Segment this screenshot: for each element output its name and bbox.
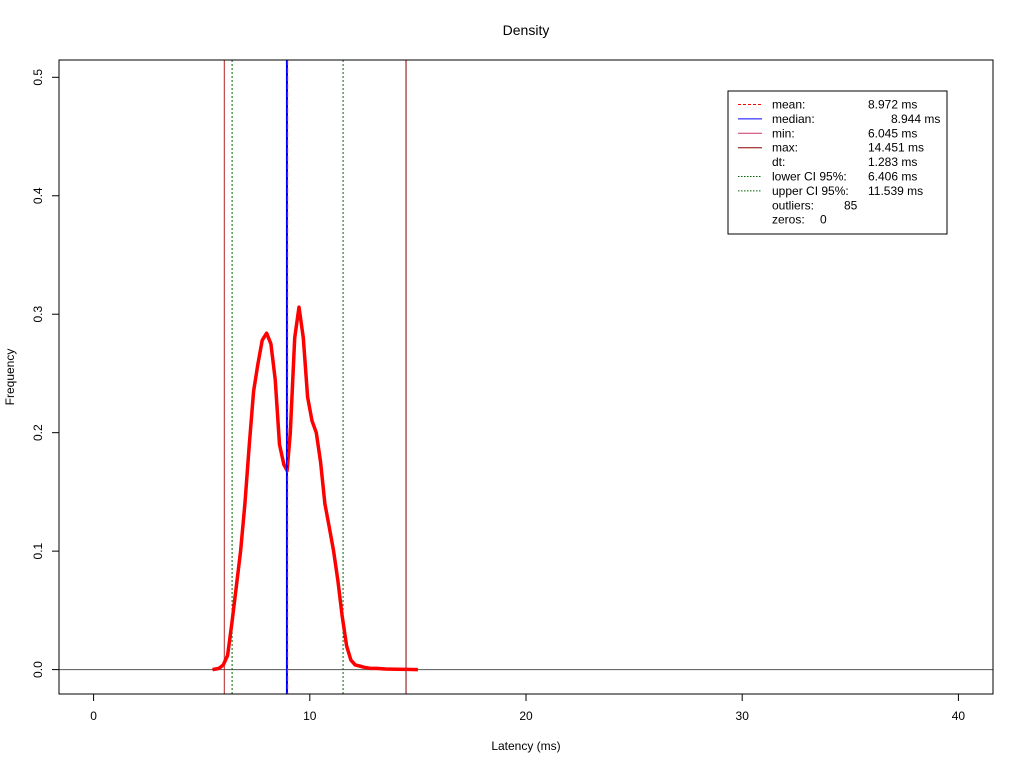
legend-label: max: bbox=[772, 141, 798, 155]
chart-title: Density bbox=[503, 22, 550, 38]
y-tick-label: 0.2 bbox=[31, 424, 45, 441]
legend-label: upper CI 95%: bbox=[772, 184, 849, 198]
legend-label: lower CI 95%: bbox=[772, 170, 847, 184]
legend-value: 1.283 ms bbox=[868, 155, 917, 169]
x-tick-label: 0 bbox=[90, 709, 97, 723]
x-axis-label: Latency (ms) bbox=[491, 739, 560, 753]
legend: mean: 8.972 ms median: 8.944 ms min: 6.045 ms… bbox=[727, 90, 948, 235]
x-tick-label: 20 bbox=[519, 709, 533, 723]
y-tick-label: 0.0 bbox=[31, 661, 45, 678]
legend-label: median: bbox=[772, 112, 815, 126]
y-tick-label: 0.1 bbox=[31, 542, 45, 559]
density-curve bbox=[212, 305, 418, 672]
x-tick-label: 10 bbox=[303, 709, 317, 723]
legend-value: 85 bbox=[844, 198, 858, 212]
x-tick-label: 40 bbox=[952, 709, 966, 723]
legend-box bbox=[727, 90, 948, 235]
legend-value: 6.045 ms bbox=[868, 126, 917, 140]
plot-area bbox=[59, 60, 993, 694]
legend-label: dt: bbox=[772, 155, 785, 169]
legend-label: mean: bbox=[772, 98, 805, 112]
legend-value: 6.406 ms bbox=[868, 170, 917, 184]
y-axis-label: Frequency bbox=[3, 349, 17, 406]
legend-value: 11.539 ms bbox=[868, 184, 923, 198]
legend-value: 0 bbox=[820, 213, 827, 227]
axes: 0 10 20 30 40 0.0 0.1 0.2 0.3 0.4 0.5 bbox=[31, 69, 965, 723]
legend-label: outliers: bbox=[772, 198, 814, 212]
y-tick-label: 0.3 bbox=[31, 306, 45, 323]
legend-label: zeros: bbox=[772, 213, 805, 227]
y-tick-label: 0.4 bbox=[31, 187, 45, 204]
legend-label: min: bbox=[772, 126, 795, 140]
x-tick-label: 30 bbox=[736, 709, 750, 723]
legend-value: 8.972 ms bbox=[868, 98, 917, 112]
legend-value: 14.451 ms bbox=[868, 141, 924, 155]
y-tick-label: 0.5 bbox=[31, 69, 45, 86]
legend-value: 8.944 ms bbox=[891, 112, 940, 126]
